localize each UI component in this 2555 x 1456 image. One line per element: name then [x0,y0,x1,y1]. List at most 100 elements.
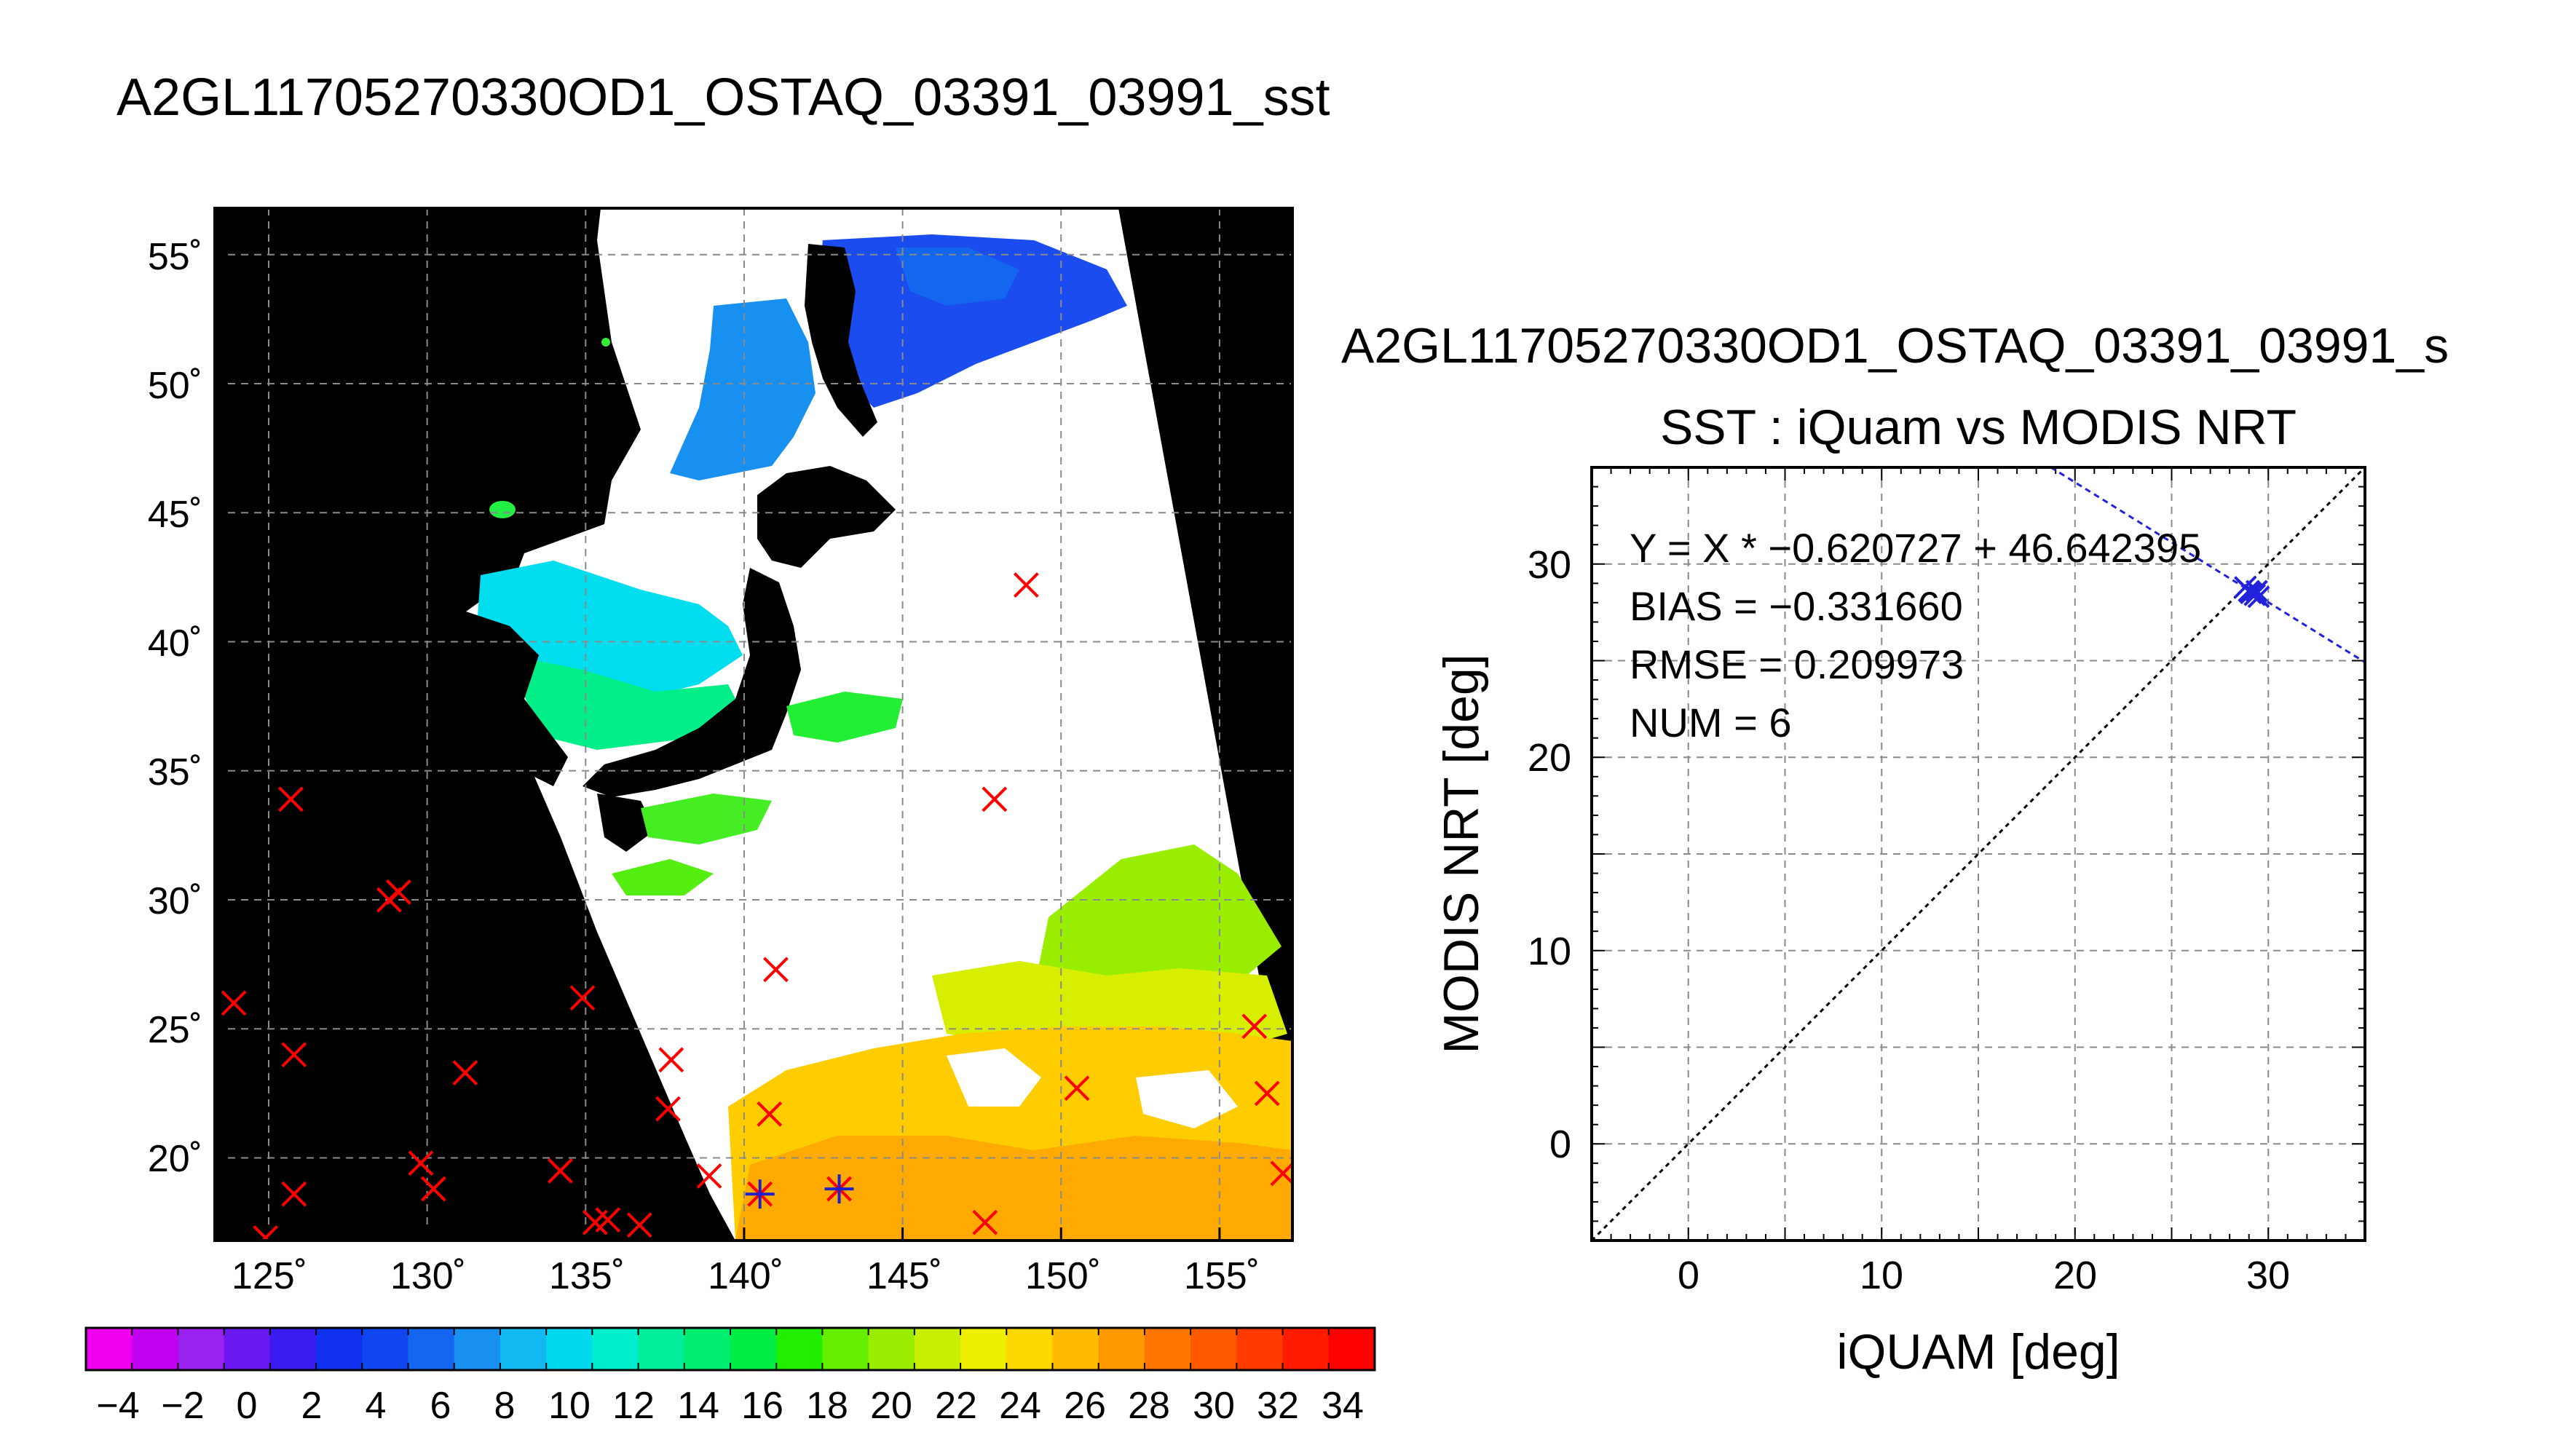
sst-warm-south-deep [735,1136,1292,1241]
colorbar-label: 20 [870,1385,912,1427]
colorbar-label: 32 [1257,1385,1299,1427]
y-axis-label: MODIS NRT [deg] [1434,654,1489,1053]
lat-tick-label: 40˚ [148,622,202,665]
point-stroke [2245,579,2268,603]
sst-pacific-patch-2 [641,794,772,844]
marker-stroke [1270,1161,1292,1187]
marker-stroke [1064,1075,1090,1101]
colorbar-cell [454,1328,501,1370]
land-korea-coast [466,612,568,786]
page-title: A2GL11705270330OD1_OSTAQ_03391_03991_sst [117,68,1330,127]
lon-tick-labels: 125˚ 130˚ 135˚ 140˚ 145˚ 150˚ 155˚ [232,1255,1260,1297]
colorbar-cell [499,1328,547,1370]
colorbar-cell [730,1328,777,1370]
colorbar-label: 24 [999,1385,1041,1427]
colorbar-label: −4 [96,1385,139,1427]
x-tick-label: 20 [2053,1254,2097,1297]
colorbar-frame [84,1326,1376,1372]
land-honshu [583,568,801,797]
observation-marker [569,985,596,1011]
colorbar-label: 34 [1322,1385,1364,1427]
observation-marker [595,1207,621,1233]
colorbar-cell [684,1328,731,1370]
colorbar-cell [822,1328,869,1370]
colorbar-cell [546,1328,593,1370]
x-tick-label: 0 [1678,1254,1699,1297]
stat-rmse: RMSE = 0.209973 [1630,641,1964,687]
marker-stroke [696,1163,722,1189]
marker-stroke [982,786,1008,812]
sst-map: 55˚ 50˚ 45˚ 40˚ 35˚ 30˚ 25˚ 20˚ 125˚ 130… [148,207,1294,1297]
marker-stroke [658,1047,684,1073]
colorbar-cell [592,1328,639,1370]
scatter-stats: Y = X * −0.620727 + 46.642395 BIAS = −0.… [1630,525,2201,745]
cloud-south-1 [947,1048,1041,1107]
colorbar-cell [914,1328,961,1370]
sst-colorbar: −4 −2 0 2 4 6 8 10 12 14 16 18 20 22 24 … [84,1326,1376,1427]
marker-stroke [655,1096,681,1122]
colorbar-cell [1190,1328,1237,1370]
lat-tick-label: 35˚ [148,751,202,794]
lat-tick-label: 55˚ [148,236,202,278]
colorbar-labels: −4 −2 0 2 4 6 8 10 12 14 16 18 20 22 24 … [96,1385,1364,1427]
marker-stroke [1013,572,1039,598]
marker-stroke [1254,1080,1280,1107]
sst-cold-patch [896,248,1019,306]
marker-stroke [386,879,411,905]
lat-tick-labels: 55˚ 50˚ 45˚ 40˚ 35˚ 30˚ 25˚ 20˚ [148,236,202,1180]
colorbar-cell [408,1328,455,1370]
observation-marker [281,1042,307,1068]
observation-marker [1270,1160,1292,1187]
observation-marker [386,879,411,905]
sst-pacific-patch-1 [786,692,903,743]
scatter-panel: A2GL11705270330OD1_OSTAQ_03391_03991_s S… [1341,318,2449,1380]
sst-pacific-patch-3 [612,859,714,895]
observation-marker [221,990,247,1016]
colorbar-label: 10 [548,1385,591,1427]
colorbar-label: 14 [677,1385,719,1427]
colorbar-label: 28 [1128,1385,1170,1427]
colorbar-cells [86,1328,1375,1370]
lat-tick-label: 45˚ [148,494,202,536]
colorbar-label: 22 [935,1385,977,1427]
sst-speck [601,338,610,347]
lon-tick-label: 145˚ [866,1255,942,1297]
land-hokkaido [757,466,896,568]
colorbar-label: 12 [612,1385,655,1427]
colorbar-cell [362,1328,409,1370]
observation-marker [452,1060,478,1085]
observation-marker [763,957,789,983]
observation-marker [982,786,1008,812]
sst-warm-band-yellow [932,961,1287,1048]
observation-marker [1241,1013,1268,1040]
lon-tick-label: 150˚ [1025,1255,1101,1297]
land-sakhalin [805,244,877,437]
x-tick-label: 10 [1860,1254,1903,1297]
colorbar-label: 0 [237,1385,258,1427]
cloud-south-2 [1136,1070,1238,1128]
y-tick-label: 20 [1528,736,1571,780]
y-tick-label: 10 [1528,930,1571,973]
colorbar-cell [269,1328,317,1370]
lon-tick-label: 155˚ [1184,1255,1260,1297]
marker-stroke [595,1207,621,1233]
observation-marker [408,1150,434,1176]
marker-stroke [281,1181,307,1207]
colorbar-cell [1098,1328,1145,1370]
y-tick-label: 30 [1528,543,1571,587]
lon-tick-label: 135˚ [549,1255,625,1297]
colorbar-label: 18 [806,1385,848,1427]
colorbar-cell [960,1328,1007,1370]
observation-marker [696,1163,722,1189]
map-frame [213,207,1294,1242]
colorbar-cell [86,1328,133,1370]
sst-sea-of-japan-north [670,298,816,480]
marker-stroke [1241,1013,1268,1040]
colorbar-label: 2 [301,1385,323,1427]
y-tick-label: 0 [1549,1123,1571,1166]
scatter-subtitle: SST : iQuam vs MODIS NRT [1660,400,2297,455]
colorbar-cell [638,1328,685,1370]
colorbar-label: 16 [741,1385,783,1427]
observation-marker [972,1209,998,1235]
